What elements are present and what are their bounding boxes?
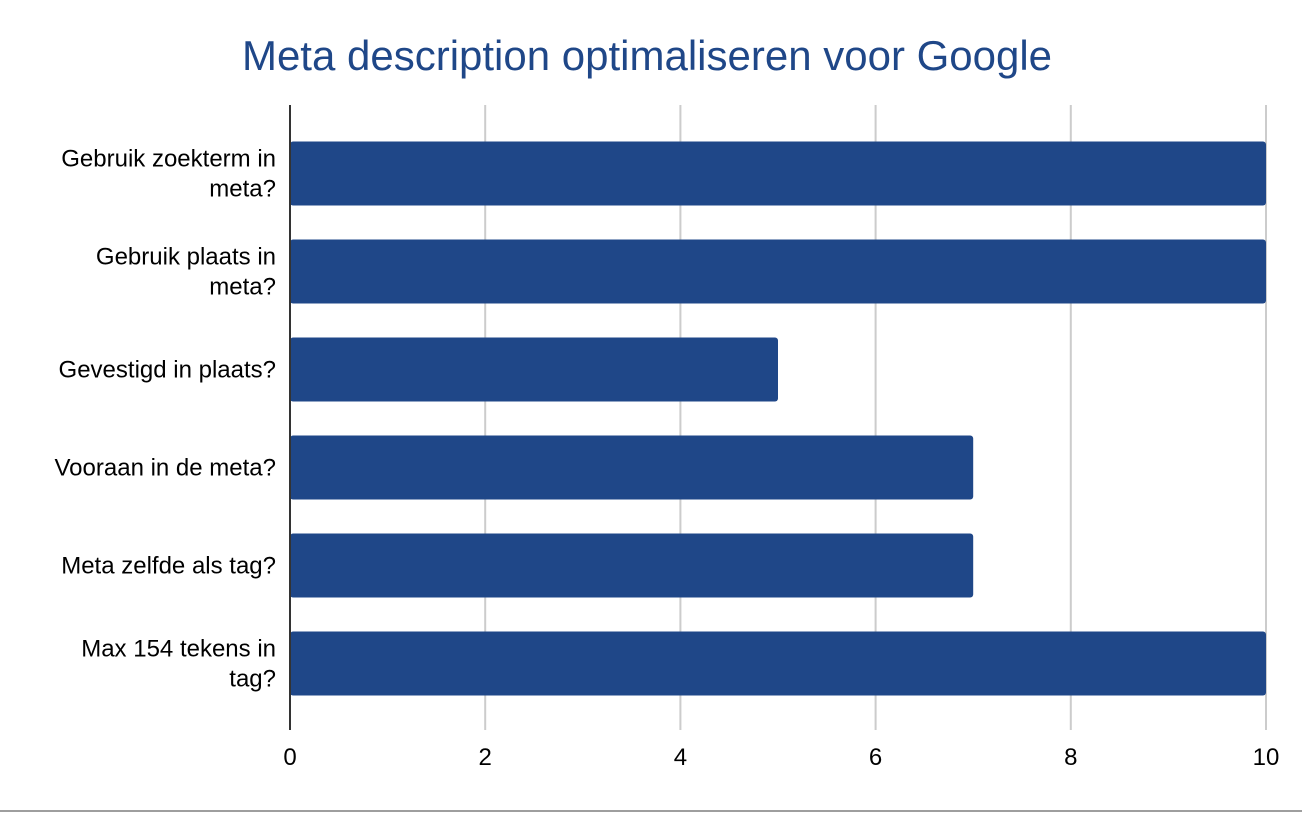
bar	[290, 141, 1266, 206]
x-tick-label: 0	[283, 744, 296, 771]
bar	[290, 631, 1266, 696]
x-tick-label: 2	[479, 744, 492, 771]
bar	[290, 533, 974, 598]
category-label: Meta zelfde als tag?	[61, 553, 276, 580]
category-label: Vooraan in de meta?	[55, 455, 277, 482]
x-tick-label: 4	[674, 744, 687, 771]
gridlines	[484, 105, 1267, 730]
x-tick-label: 10	[1253, 744, 1280, 771]
bar	[290, 435, 974, 500]
category-label: Gebruik zoekterm in	[61, 146, 276, 173]
bar	[290, 239, 1266, 304]
category-label: meta?	[209, 274, 276, 301]
bar	[290, 337, 778, 402]
category-label: Max 154 tekens in	[81, 636, 276, 663]
x-tick-label: 6	[869, 744, 882, 771]
x-tick-label: 8	[1064, 744, 1077, 771]
category-labels: Gebruik zoekterm in meta? Gebruik plaats i…	[55, 146, 277, 693]
category-label: tag?	[229, 666, 276, 693]
bars	[290, 141, 1266, 696]
category-label: Gevestigd in plaats?	[59, 357, 276, 384]
chart-title: Meta description optimaliseren voor Goog…	[242, 32, 1052, 79]
category-label: Gebruik plaats in	[96, 244, 276, 271]
x-tick-labels: 0 2 4 6 8 10	[283, 744, 1279, 771]
category-label: meta?	[209, 176, 276, 203]
